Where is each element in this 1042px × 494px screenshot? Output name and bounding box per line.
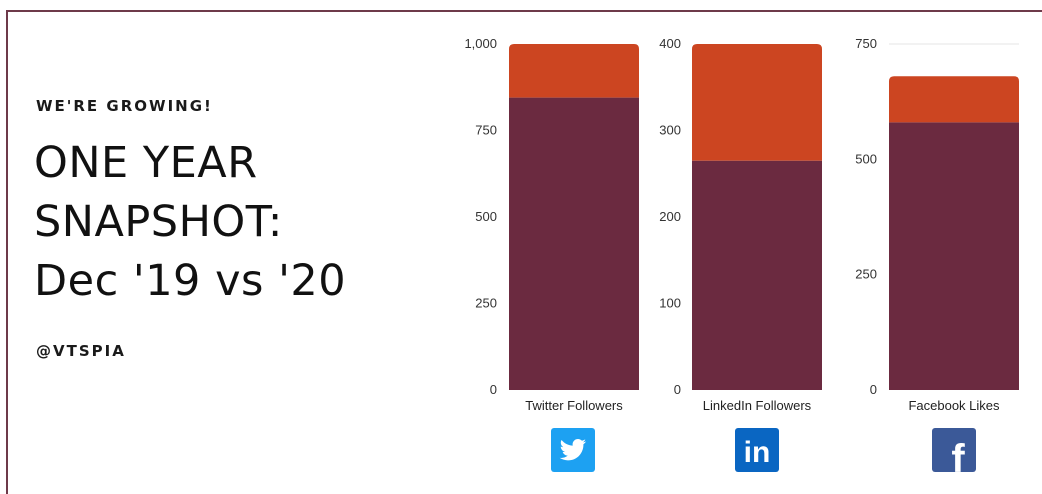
y-tick-label: 750 <box>475 123 497 138</box>
y-tick-label: 500 <box>855 151 877 166</box>
bar-segment-growth <box>509 44 639 98</box>
facebook-icon-text: f <box>951 437 965 472</box>
title-line-2: SNAPSHOT: <box>34 197 283 247</box>
y-tick-label: 500 <box>475 209 497 224</box>
y-tick-label: 400 <box>659 36 681 51</box>
y-tick-label: 100 <box>659 296 681 311</box>
bar-segment-dec19 <box>692 160 822 390</box>
twitter-icon <box>559 439 587 461</box>
y-tick-label: 250 <box>475 296 497 311</box>
linkedin-logo: in <box>735 428 779 472</box>
x-category-label: Twitter Followers <box>525 398 623 413</box>
y-tick-label: 0 <box>490 382 497 397</box>
facebook-logo: f <box>932 428 976 481</box>
x-category-label: LinkedIn Followers <box>703 398 812 413</box>
twitter-logo <box>551 428 595 472</box>
bar-segment-dec19 <box>509 97 639 390</box>
bar-segment-growth <box>692 44 822 161</box>
page-frame <box>6 10 1042 494</box>
y-tick-label: 1,000 <box>464 36 497 51</box>
y-tick-label: 0 <box>870 382 877 397</box>
y-tick-label: 0 <box>674 382 681 397</box>
x-category-label: Facebook Likes <box>908 398 1000 413</box>
y-tick-label: 200 <box>659 209 681 224</box>
title-line-3: Dec '19 vs '20 <box>34 256 347 306</box>
bar-segment-dec19 <box>889 122 1019 390</box>
title-line-1: ONE YEAR <box>34 138 258 188</box>
linkedin-icon: in <box>744 436 771 469</box>
social-handle: @VTSPIA <box>36 342 126 360</box>
kicker-text: WE'RE GROWING! <box>36 97 213 115</box>
facebook-icon: f <box>951 437 965 481</box>
y-tick-label: 250 <box>855 267 877 282</box>
bar-segment-growth <box>889 76 1019 123</box>
y-tick-label: 750 <box>855 36 877 51</box>
y-tick-label: 300 <box>659 123 681 138</box>
page-title: ONE YEAR SNAPSHOT: Dec '19 vs '20 <box>34 134 454 311</box>
linkedin-icon-text: in <box>744 436 771 469</box>
